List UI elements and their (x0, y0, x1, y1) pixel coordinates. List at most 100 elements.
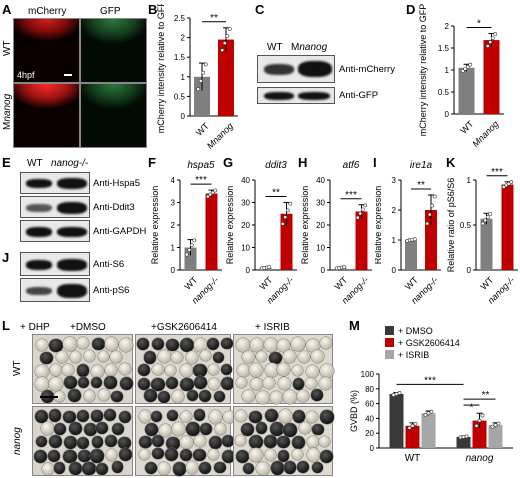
y-tick-label: 0 (370, 444, 375, 453)
oocyte (199, 390, 212, 403)
x-tick-label: WT (458, 119, 475, 136)
data-point (496, 421, 501, 426)
oocyte (171, 422, 186, 436)
oocyte (35, 435, 48, 448)
y-tick-label: 40 (365, 414, 374, 423)
oocyte (292, 410, 305, 423)
bar (205, 193, 218, 270)
oocyte (54, 462, 66, 474)
legend-label: + DMSO (398, 326, 433, 336)
y-tick-label: 1 (392, 236, 397, 245)
oocyte (91, 436, 104, 448)
oocyte (298, 351, 310, 363)
x-tick-label: Mnanog (205, 121, 235, 151)
data-point (358, 211, 363, 216)
oocyte (270, 461, 285, 475)
oocyte-image-wt-gsk (135, 334, 235, 404)
oocyte (77, 376, 89, 388)
scale-bar-l (40, 396, 58, 398)
y-tick-label: 0 (246, 266, 251, 275)
y-tick-label: 2 (171, 221, 176, 230)
oocyte (166, 436, 180, 450)
data-point (342, 265, 347, 270)
oocyte (235, 376, 247, 389)
oocyte (63, 449, 77, 464)
significance-label: *** (195, 175, 207, 186)
oocyte (256, 422, 268, 434)
oocyte (138, 364, 151, 377)
y-tick-label: 10 (241, 244, 250, 253)
oocyte (242, 350, 255, 364)
oocyte (91, 410, 103, 422)
oocyte (158, 350, 172, 363)
oocyte (35, 364, 49, 379)
data-point (425, 221, 430, 226)
oocyte (96, 422, 108, 434)
oocyte (193, 435, 206, 448)
oocyte (222, 435, 235, 448)
oocyte (277, 363, 290, 376)
oocyte (256, 462, 270, 476)
oocyte-image-wt-isrib (233, 334, 334, 404)
oocyte (306, 338, 320, 353)
bar (501, 184, 514, 270)
oocyte-image-nanog-gsk (135, 406, 236, 476)
y-tick-label: 2.5 (174, 14, 186, 23)
oocyte (157, 462, 170, 475)
oocyte (283, 461, 297, 474)
antibody-label-ps6: Anti-pS6 (93, 285, 130, 296)
oocyte (235, 338, 250, 353)
y-tick-label: 0.5 (174, 92, 186, 101)
y-tick-label: 20 (241, 221, 250, 230)
oocyte (151, 363, 164, 376)
data-point (203, 62, 208, 67)
oocyte (199, 462, 212, 474)
bar (421, 413, 436, 448)
oocyte (221, 363, 233, 376)
oocyte (49, 435, 63, 449)
oocyte (306, 436, 319, 449)
oocyte (320, 364, 334, 378)
oocyte-image-nanog-dmso (32, 406, 133, 476)
y-tick-label: 3 (171, 199, 176, 208)
data-point (477, 418, 482, 423)
significance-label: ** (482, 390, 490, 401)
oocyte (208, 409, 223, 424)
micrograph-wt-mcherry (13, 18, 80, 83)
data-point (429, 409, 434, 414)
data-point (460, 69, 465, 73)
oocyte (291, 448, 303, 460)
oocyte (111, 422, 125, 436)
y-tick-label: 10 (316, 244, 325, 253)
data-point (283, 215, 288, 220)
oocyte (306, 448, 321, 463)
oocyte (104, 337, 119, 351)
micrograph-mnanog-mcherry (13, 83, 80, 148)
bar (218, 39, 234, 117)
y-axis-label: Relative expression (150, 186, 160, 265)
oocyte (208, 377, 221, 390)
oocyte (221, 449, 235, 464)
antibody-label-gfp: Anti-GFP (339, 90, 379, 101)
oocyte (40, 351, 53, 364)
oocyte (283, 389, 297, 404)
y-tick-label: 2 (445, 22, 450, 31)
oocyte (157, 390, 170, 403)
oocyte (278, 409, 293, 423)
oocyte (118, 410, 132, 424)
bar (194, 76, 210, 116)
oocyte (68, 422, 82, 435)
oocyte (143, 351, 157, 364)
panel-label-h: H (298, 155, 308, 170)
oocyte (83, 423, 97, 437)
oocyte (311, 389, 323, 401)
data-point (493, 423, 498, 427)
data-point (189, 243, 194, 248)
y-axis-label: Relative ratio of pS6/S6 (446, 178, 456, 273)
oocyte (104, 363, 118, 377)
data-point (465, 64, 470, 69)
data-point (201, 70, 206, 75)
y-axis-label: GVBD (%) (349, 390, 359, 432)
